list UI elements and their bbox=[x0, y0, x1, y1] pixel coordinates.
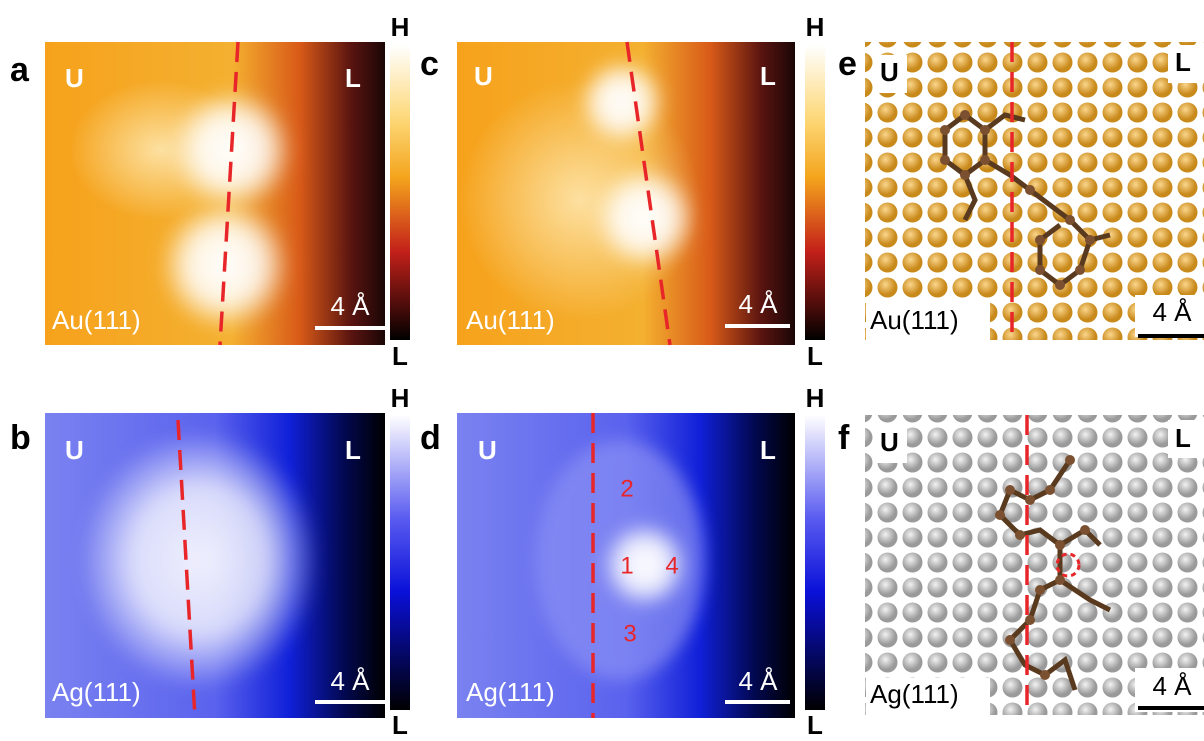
stm-feature bbox=[80, 430, 320, 690]
colorbar-low: L bbox=[807, 341, 823, 371]
site-label: 1 bbox=[620, 552, 633, 579]
panel-c: c U L Au(111) 4 Å H L bbox=[420, 12, 825, 371]
panel-letter: d bbox=[420, 419, 441, 457]
lower-label: L bbox=[760, 435, 776, 465]
panel-e: e U L Au(111) 4 Å bbox=[838, 42, 1204, 340]
upper-label: U bbox=[880, 427, 899, 457]
colorbar bbox=[390, 45, 410, 340]
upper-label: U bbox=[65, 63, 84, 93]
lower-label: L bbox=[345, 435, 361, 465]
stm-feature bbox=[593, 166, 697, 270]
lower-label: L bbox=[345, 63, 361, 93]
lower-label: L bbox=[760, 61, 776, 91]
scale-label: 4 Å bbox=[1152, 297, 1192, 327]
upper-label: U bbox=[478, 435, 497, 465]
lower-label: L bbox=[1175, 423, 1191, 453]
panel-letter: b bbox=[10, 419, 31, 457]
upper-label: U bbox=[65, 435, 84, 465]
panel-letter: e bbox=[838, 45, 857, 83]
scale-label: 4 Å bbox=[330, 291, 370, 321]
colorbar bbox=[805, 45, 825, 340]
substrate-label: Au(111) bbox=[870, 305, 959, 335]
substrate-label: Au(111) bbox=[52, 305, 141, 335]
scale-label: 4 Å bbox=[738, 289, 778, 319]
site-label: 2 bbox=[620, 475, 633, 502]
upper-label: U bbox=[474, 61, 493, 91]
panel-b: b U L Ag(111) 4 Å H L bbox=[10, 383, 410, 740]
substrate-label: Au(111) bbox=[466, 305, 555, 335]
panel-d: d U L 1 2 3 4 Ag(111) 4 Å H L bbox=[420, 383, 825, 740]
colorbar bbox=[805, 415, 825, 710]
substrate-label: Ag(111) bbox=[52, 677, 141, 707]
colorbar-high: H bbox=[806, 12, 825, 42]
colorbar-low: L bbox=[392, 710, 408, 740]
scale-label: 4 Å bbox=[330, 666, 370, 696]
substrate-label: Ag(111) bbox=[870, 679, 959, 709]
colorbar-high: H bbox=[391, 12, 410, 42]
upper-label: U bbox=[880, 57, 899, 87]
panel-letter: f bbox=[838, 419, 850, 457]
colorbar bbox=[390, 415, 410, 710]
scale-label: 4 Å bbox=[1152, 671, 1192, 701]
stm-feature bbox=[578, 58, 666, 146]
substrate-label: Ag(111) bbox=[466, 677, 555, 707]
site-label: 4 bbox=[665, 552, 678, 579]
panel-letter: a bbox=[10, 51, 30, 89]
colorbar-low: L bbox=[392, 341, 408, 371]
lower-label: L bbox=[1175, 47, 1191, 77]
colorbar-high: H bbox=[391, 383, 410, 413]
figure: a U L Au(111) 4 Å H L c U L Au(111) 4 Å … bbox=[0, 0, 1204, 741]
panel-letter: c bbox=[420, 45, 439, 83]
colorbar-low: L bbox=[807, 710, 823, 740]
site-label: 3 bbox=[623, 620, 636, 647]
colorbar-high: H bbox=[806, 383, 825, 413]
scale-label: 4 Å bbox=[738, 666, 778, 696]
panel-f: f U L Ag(111) 4 Å bbox=[838, 415, 1204, 716]
panel-a: a U L Au(111) 4 Å H L bbox=[10, 12, 410, 371]
